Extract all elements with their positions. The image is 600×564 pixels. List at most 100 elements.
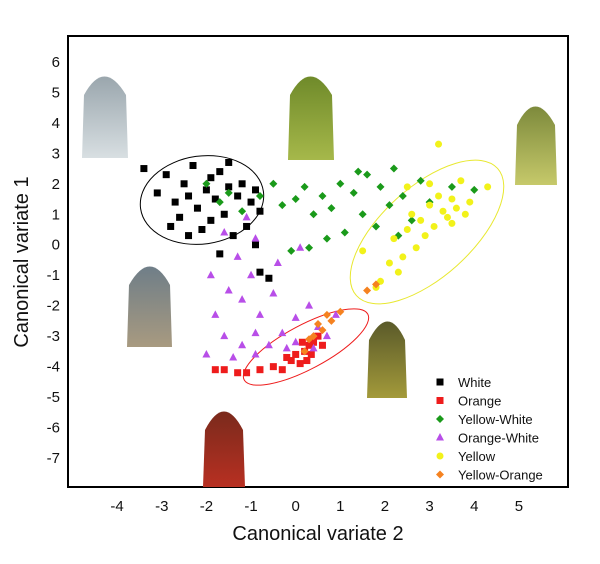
point xyxy=(229,232,237,240)
point xyxy=(314,319,322,328)
point xyxy=(439,207,447,215)
point xyxy=(340,228,349,237)
point xyxy=(243,222,251,230)
point xyxy=(322,234,331,243)
group-ellipse xyxy=(139,155,265,245)
point xyxy=(171,198,179,206)
series xyxy=(140,158,273,282)
point xyxy=(377,277,384,285)
point xyxy=(385,259,393,267)
point xyxy=(372,222,381,231)
point xyxy=(202,186,210,194)
point xyxy=(363,286,372,295)
point xyxy=(238,340,247,349)
point xyxy=(354,167,363,176)
throat-photo xyxy=(203,411,245,487)
x-axis-label: Canonical variate 2 xyxy=(232,523,403,545)
point xyxy=(305,301,314,309)
point xyxy=(457,177,465,185)
point xyxy=(278,328,287,337)
point xyxy=(435,140,443,148)
point xyxy=(318,191,327,200)
point xyxy=(359,247,367,255)
y-tick-label: -1 xyxy=(47,267,60,284)
x-tick-label: -3 xyxy=(155,498,168,515)
x-tick-label: -2 xyxy=(200,498,213,515)
point xyxy=(309,343,318,352)
point xyxy=(224,188,233,197)
point xyxy=(447,182,456,191)
point xyxy=(234,369,242,377)
group-ellipse xyxy=(349,159,505,305)
y-tick-label: -6 xyxy=(47,420,60,437)
point xyxy=(291,195,300,204)
point xyxy=(484,183,492,191)
legend-marker xyxy=(436,415,444,423)
point xyxy=(269,179,278,188)
x-tick-label: 5 xyxy=(515,498,523,515)
point xyxy=(243,369,251,377)
group-ellipse xyxy=(242,308,370,386)
y-tick-label: 4 xyxy=(52,115,60,132)
point xyxy=(207,216,215,224)
legend-marker xyxy=(436,470,444,479)
point xyxy=(314,332,322,340)
point xyxy=(426,201,434,209)
point xyxy=(251,234,260,242)
point xyxy=(398,191,407,200)
point xyxy=(220,366,228,374)
y-tick-label: 0 xyxy=(52,237,60,254)
x-tick-label: -4 xyxy=(110,498,123,515)
legend-label: White xyxy=(458,375,491,390)
point xyxy=(372,280,381,289)
point xyxy=(412,244,420,252)
series xyxy=(300,280,381,356)
point xyxy=(300,347,309,356)
point xyxy=(435,192,443,200)
x-tick-label: 4 xyxy=(470,498,478,515)
point xyxy=(252,186,259,194)
point xyxy=(443,213,451,221)
point xyxy=(247,270,256,279)
y-tick-label: 1 xyxy=(52,206,60,223)
point xyxy=(176,213,184,221)
point xyxy=(211,310,220,318)
point xyxy=(273,258,282,267)
y-tick-label: 5 xyxy=(52,84,60,101)
point xyxy=(318,341,326,349)
point xyxy=(252,241,259,249)
point xyxy=(349,188,358,197)
photos xyxy=(82,76,557,487)
point xyxy=(358,210,367,219)
point xyxy=(256,207,264,215)
point xyxy=(403,226,411,234)
point xyxy=(403,183,411,191)
x-tick-label: -1 xyxy=(244,498,257,515)
y-tick-label: -4 xyxy=(47,359,60,376)
point xyxy=(303,357,311,365)
point xyxy=(215,198,224,207)
point xyxy=(390,235,398,243)
point xyxy=(265,274,273,282)
point xyxy=(466,198,474,206)
point xyxy=(180,180,188,188)
point xyxy=(247,198,255,206)
point xyxy=(291,313,300,321)
point xyxy=(305,341,313,349)
point xyxy=(193,204,201,212)
x-tick-label: 1 xyxy=(336,498,344,515)
point xyxy=(430,222,438,230)
point xyxy=(287,246,296,255)
throat-photo xyxy=(127,266,172,347)
legend-label: Yellow xyxy=(458,449,496,464)
point xyxy=(309,210,318,219)
point xyxy=(399,253,407,261)
x-tick-label: 2 xyxy=(381,498,389,515)
y-tick-label: -3 xyxy=(47,328,60,345)
point xyxy=(224,285,233,294)
y-tick-label: 6 xyxy=(52,54,60,71)
point xyxy=(309,332,318,341)
point xyxy=(251,349,260,358)
point xyxy=(153,189,161,197)
